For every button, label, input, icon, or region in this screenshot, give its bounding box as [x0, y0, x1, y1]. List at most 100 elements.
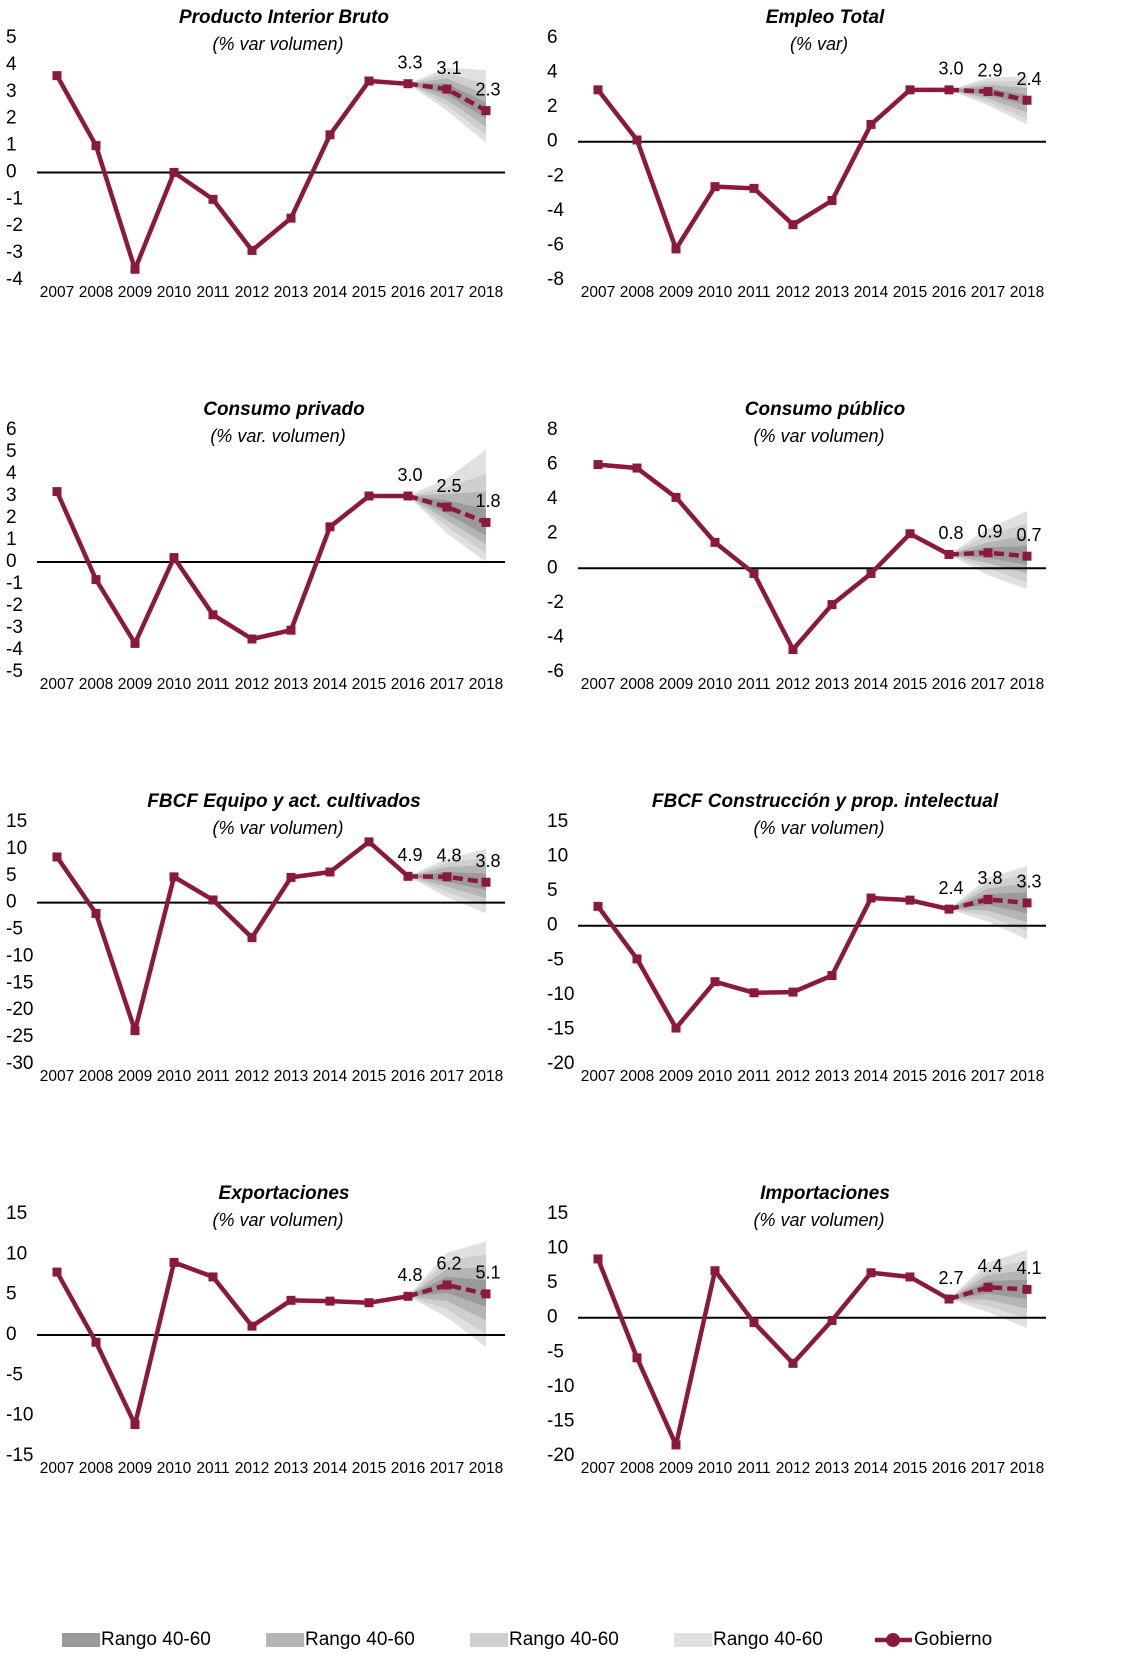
x-tick-label: 2014 — [313, 1460, 348, 1477]
value-label: 4.9 — [397, 845, 422, 865]
chart-panel: Consumo privado (% var. volumen) -5-4-3-2-… — [6, 399, 505, 693]
chart-title: Consumo privado — [203, 399, 365, 420]
marker — [442, 84, 452, 94]
y-tick-label: 0 — [6, 551, 17, 572]
marker — [481, 106, 491, 116]
marker — [788, 220, 798, 230]
marker — [632, 1353, 642, 1363]
marker — [247, 634, 257, 644]
y-tick-label: 1 — [6, 529, 17, 550]
chart-title: Consumo público — [745, 399, 905, 420]
x-tick-label: 2007 — [581, 676, 615, 693]
y-tick-label: 2 — [6, 507, 17, 528]
y-tick-label: -15 — [547, 1018, 574, 1039]
marker — [905, 1272, 915, 1282]
x-tick-label: 2013 — [815, 676, 849, 693]
chart-panel: FBCF Construcción y prop. intelectual (% … — [547, 791, 1046, 1085]
x-tick-label: 2007 — [40, 284, 74, 301]
marker — [827, 195, 837, 205]
x-tick-label: 2008 — [620, 284, 654, 301]
x-tick-label: 2017 — [971, 1460, 1005, 1477]
y-tick-label: -1 — [6, 188, 23, 209]
marker — [325, 1296, 335, 1306]
value-label: 3.3 — [397, 52, 422, 72]
marker — [52, 852, 62, 862]
y-tick-label: 6 — [547, 454, 558, 475]
marker — [866, 568, 876, 578]
y-tick-label: 5 — [547, 880, 558, 901]
y-tick-label: -4 — [6, 269, 23, 290]
value-label: 0.9 — [977, 521, 1002, 541]
y-tick-label: 0 — [6, 1324, 17, 1345]
x-tick-label: 2014 — [854, 676, 889, 693]
x-tick-label: 2017 — [430, 1460, 464, 1477]
chart-panel: FBCF Equipo y act. cultivados (% var volu… — [6, 791, 505, 1085]
x-tick-label: 2007 — [581, 1068, 615, 1085]
marker — [671, 492, 681, 502]
x-tick-label: 2007 — [40, 1068, 74, 1085]
chart-title: FBCF Equipo y act. cultivados — [147, 791, 420, 812]
marker — [905, 529, 915, 539]
marker — [749, 568, 759, 578]
marker — [593, 901, 603, 911]
x-tick-label: 2009 — [118, 1068, 152, 1085]
y-tick-label: -10 — [547, 1376, 574, 1397]
marker — [91, 141, 101, 151]
marker — [247, 933, 257, 943]
x-tick-label: 2009 — [659, 284, 693, 301]
y-tick-label: 3 — [6, 81, 17, 102]
marker — [52, 1267, 62, 1277]
fan-band — [408, 496, 486, 536]
forecast-line — [948, 1285, 1028, 1302]
x-tick-label: 2009 — [659, 1068, 693, 1085]
marker — [325, 130, 335, 140]
marker — [364, 76, 374, 86]
y-tick-label: -30 — [6, 1053, 33, 1074]
marker — [866, 893, 876, 903]
x-tick-label: 2009 — [659, 1460, 693, 1477]
chart-title: Importaciones — [760, 1183, 890, 1204]
x-tick-label: 2011 — [196, 676, 229, 693]
marker — [710, 1266, 720, 1276]
marker — [710, 182, 720, 192]
legend-swatch — [674, 1633, 712, 1647]
y-tick-label: -4 — [547, 200, 564, 221]
y-tick-label: 10 — [6, 1243, 27, 1264]
marker — [749, 183, 759, 193]
x-tick-label: 2010 — [157, 1068, 192, 1085]
x-tick-label: 2014 — [854, 1460, 889, 1477]
y-tick-label: -5 — [6, 661, 23, 682]
chart-subtitle: (% var volumen) — [753, 426, 884, 446]
marker — [632, 135, 642, 145]
marker — [671, 244, 681, 254]
y-tick-label: -8 — [547, 269, 564, 290]
marker — [247, 245, 257, 255]
x-tick-label: 2012 — [776, 1068, 810, 1085]
marker — [286, 625, 296, 635]
y-tick-label: -25 — [6, 1026, 33, 1047]
value-label: 4.1 — [1016, 1258, 1041, 1278]
value-label: 3.8 — [977, 868, 1002, 888]
marker — [130, 638, 140, 648]
x-tick-label: 2010 — [698, 676, 733, 693]
fan-band — [408, 1276, 486, 1307]
x-tick-label: 2008 — [79, 676, 113, 693]
x-tick-label: 2017 — [971, 1068, 1005, 1085]
y-tick-label: 4 — [547, 488, 558, 509]
x-tick-label: 2011 — [737, 676, 770, 693]
x-tick-label: 2012 — [235, 1068, 269, 1085]
marker — [169, 1257, 179, 1267]
x-tick-label: 2018 — [469, 1460, 503, 1477]
x-tick-label: 2011 — [737, 1068, 770, 1085]
chart-subtitle: (% var volumen) — [753, 1210, 884, 1230]
y-tick-label: 0 — [6, 161, 17, 182]
y-tick-label: -1 — [6, 573, 23, 594]
x-tick-label: 2016 — [932, 1460, 966, 1477]
value-label: 3.3 — [1016, 872, 1041, 892]
marker — [1022, 551, 1032, 561]
x-tick-label: 2015 — [352, 1460, 386, 1477]
y-tick-label: -5 — [547, 949, 564, 970]
value-label: 4.8 — [397, 1265, 422, 1285]
y-tick-label: 0 — [547, 915, 558, 936]
